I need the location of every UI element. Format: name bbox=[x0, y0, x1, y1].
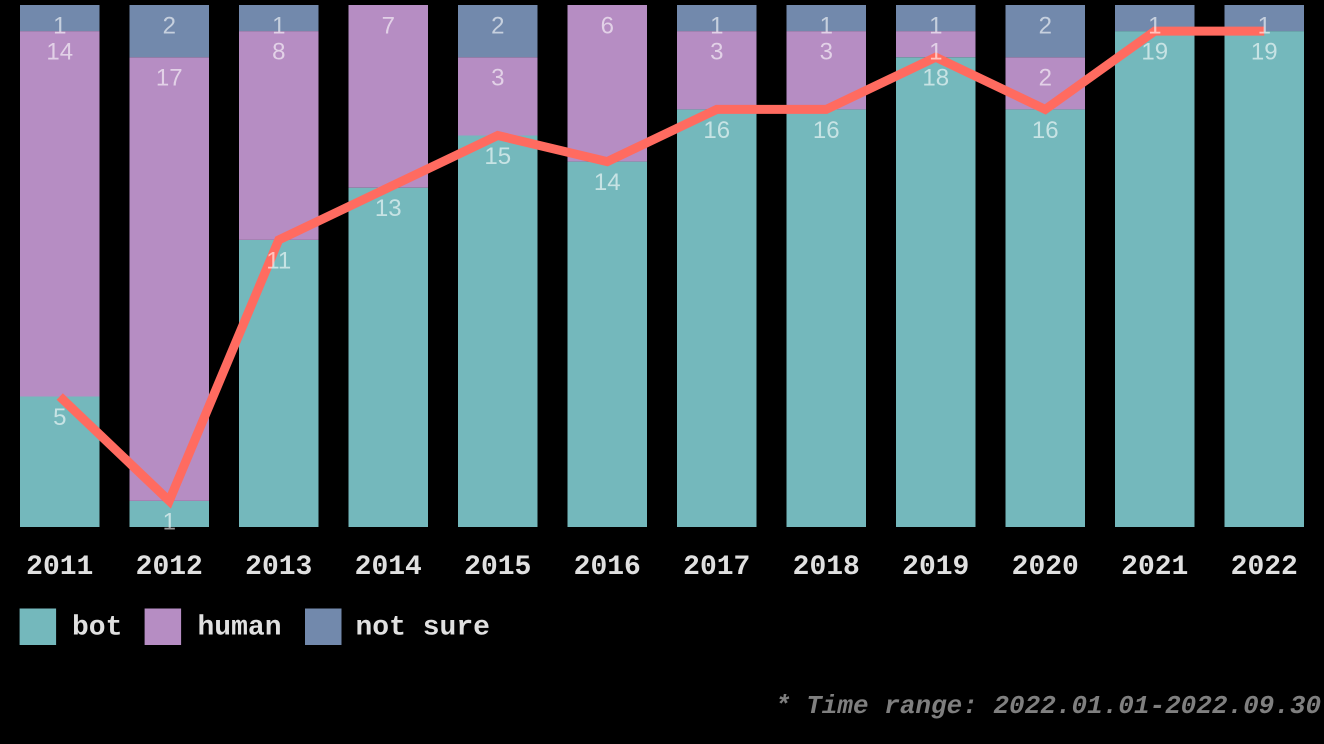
svg-text:1: 1 bbox=[272, 13, 285, 40]
svg-text:7: 7 bbox=[382, 13, 395, 40]
svg-text:19: 19 bbox=[1141, 39, 1168, 66]
svg-text:not sure: not sure bbox=[356, 613, 490, 644]
svg-text:5: 5 bbox=[53, 404, 66, 431]
svg-text:8: 8 bbox=[272, 39, 285, 66]
svg-text:11: 11 bbox=[266, 247, 291, 274]
svg-text:15: 15 bbox=[484, 143, 511, 170]
svg-text:bot: bot bbox=[72, 613, 122, 644]
svg-text:1: 1 bbox=[820, 13, 833, 40]
svg-text:16: 16 bbox=[1032, 117, 1059, 144]
svg-text:1: 1 bbox=[1258, 13, 1271, 40]
svg-text:1: 1 bbox=[929, 39, 942, 66]
svg-text:2: 2 bbox=[163, 13, 176, 40]
svg-text:19: 19 bbox=[1251, 39, 1278, 66]
svg-text:13: 13 bbox=[375, 195, 402, 222]
svg-text:2022: 2022 bbox=[1231, 552, 1298, 583]
svg-text:18: 18 bbox=[922, 65, 949, 92]
svg-text:2016: 2016 bbox=[574, 552, 641, 583]
svg-text:* Time range: 2022.01.01-2022.: * Time range: 2022.01.01-2022.09.30 bbox=[775, 691, 1321, 721]
svg-text:3: 3 bbox=[491, 65, 504, 92]
svg-text:2020: 2020 bbox=[1012, 552, 1079, 583]
svg-text:1: 1 bbox=[1148, 13, 1161, 40]
svg-text:1: 1 bbox=[53, 13, 66, 40]
svg-text:1: 1 bbox=[163, 508, 176, 535]
svg-text:2018: 2018 bbox=[793, 552, 860, 583]
svg-text:1: 1 bbox=[929, 13, 942, 40]
svg-text:17: 17 bbox=[156, 65, 183, 92]
svg-text:16: 16 bbox=[703, 117, 730, 144]
svg-text:2021: 2021 bbox=[1121, 552, 1188, 583]
svg-text:1: 1 bbox=[710, 13, 723, 40]
svg-text:2: 2 bbox=[1039, 65, 1052, 92]
svg-text:2013: 2013 bbox=[245, 552, 312, 583]
svg-text:6: 6 bbox=[601, 13, 614, 40]
svg-text:14: 14 bbox=[594, 169, 621, 196]
svg-text:2019: 2019 bbox=[902, 552, 969, 583]
svg-text:3: 3 bbox=[820, 39, 833, 66]
svg-text:2017: 2017 bbox=[683, 552, 750, 583]
svg-text:2012: 2012 bbox=[136, 552, 203, 583]
svg-text:2011: 2011 bbox=[26, 552, 93, 583]
svg-text:human: human bbox=[198, 613, 282, 644]
svg-text:2: 2 bbox=[491, 13, 504, 40]
svg-text:2014: 2014 bbox=[355, 552, 422, 583]
svg-text:3: 3 bbox=[710, 39, 723, 66]
svg-text:2: 2 bbox=[1039, 13, 1052, 40]
svg-text:2015: 2015 bbox=[464, 552, 531, 583]
svg-text:16: 16 bbox=[813, 117, 840, 144]
svg-text:14: 14 bbox=[46, 39, 73, 66]
